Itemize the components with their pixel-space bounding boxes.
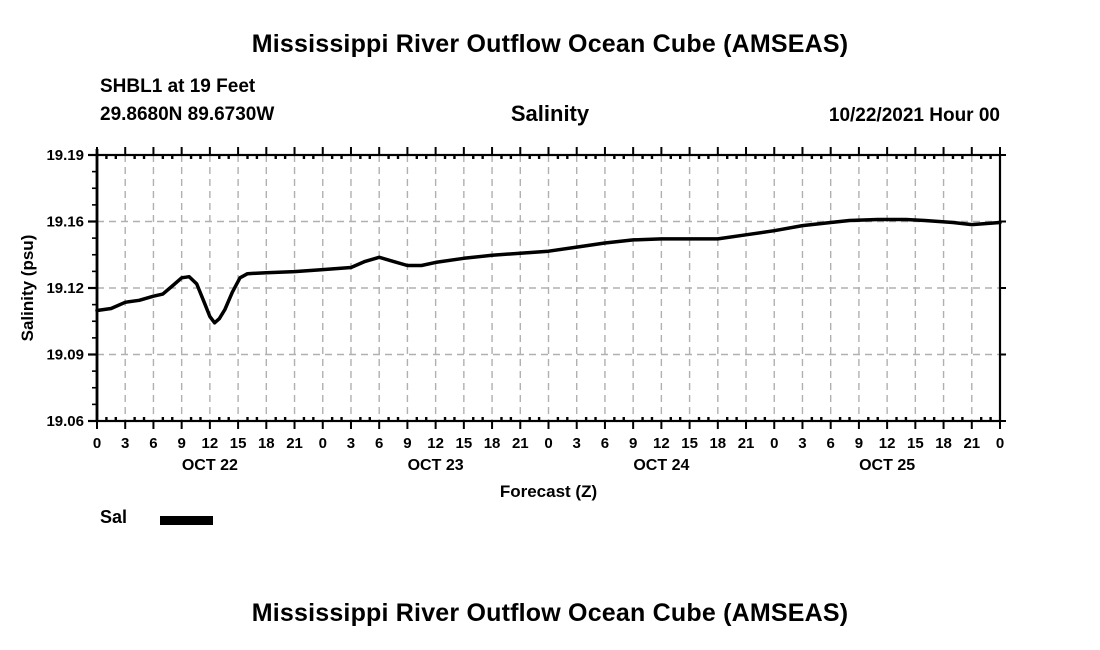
x-tick-label: 3	[573, 435, 581, 452]
x-tick-label: 21	[963, 435, 980, 452]
x-tick-label: 9	[855, 435, 863, 452]
day-label: OCT 22	[182, 457, 238, 474]
x-tick-label: 0	[770, 435, 778, 452]
x-tick-label: 3	[798, 435, 806, 452]
x-tick-label: 18	[709, 435, 726, 452]
x-tick-label: 12	[427, 435, 444, 452]
y-tick-label: 19.12	[46, 280, 84, 297]
x-tick-label: 15	[681, 435, 698, 452]
x-tick-label: 21	[286, 435, 303, 452]
day-label: OCT 23	[408, 457, 464, 474]
page-title: Mississippi River Outflow Ocean Cube (AM…	[251, 30, 849, 58]
legend-label: Sal	[100, 507, 128, 527]
station-name: SHBL1 at 19 Feet	[100, 76, 256, 97]
x-tick-label: 3	[121, 435, 129, 452]
x-tick-label: 15	[456, 435, 473, 452]
y-tick-label: 19.09	[46, 347, 84, 364]
x-tick-label: 15	[230, 435, 247, 452]
x-tick-label: 9	[177, 435, 185, 452]
y-tick-label: 19.16	[46, 214, 84, 231]
x-axis-label: Forecast (Z)	[499, 482, 598, 501]
x-tick-label: 6	[827, 435, 835, 452]
model-run-datetime: 10/22/2021 Hour 00	[828, 105, 1000, 126]
x-tick-label: 18	[258, 435, 275, 452]
plot-title: Salinity	[510, 101, 590, 126]
day-label: OCT 24	[633, 457, 689, 474]
day-label: OCT 25	[859, 457, 915, 474]
y-tick-label: 19.06	[46, 413, 84, 430]
x-tick-label: 9	[629, 435, 637, 452]
x-tick-label: 15	[907, 435, 924, 452]
x-tick-label: 21	[738, 435, 755, 452]
x-tick-label: 18	[935, 435, 952, 452]
x-tick-label: 18	[484, 435, 501, 452]
salinity-series-line	[95, 217, 1002, 325]
x-tick-label: 12	[879, 435, 896, 452]
x-tick-label: 6	[601, 435, 609, 452]
footer-title: Mississippi River Outflow Ocean Cube (AM…	[251, 599, 849, 627]
legend-line-swatch	[160, 516, 213, 525]
x-tick-label: 9	[403, 435, 411, 452]
x-tick-label: 12	[653, 435, 670, 452]
x-tick-label: 6	[149, 435, 157, 452]
x-tick-label: 21	[512, 435, 529, 452]
x-tick-label: 0	[93, 435, 101, 452]
y-tick-label: 19.19	[46, 147, 84, 164]
station-coordinates: 29.8680N 89.6730W	[100, 104, 275, 125]
x-tick-label: 0	[544, 435, 552, 452]
x-tick-label: 3	[347, 435, 355, 452]
x-tick-label: 6	[375, 435, 383, 452]
y-axis-label: Salinity (psu)	[18, 234, 37, 342]
x-tick-label: 0	[319, 435, 327, 452]
x-tick-label: 12	[202, 435, 219, 452]
x-tick-label: 0	[996, 435, 1004, 452]
